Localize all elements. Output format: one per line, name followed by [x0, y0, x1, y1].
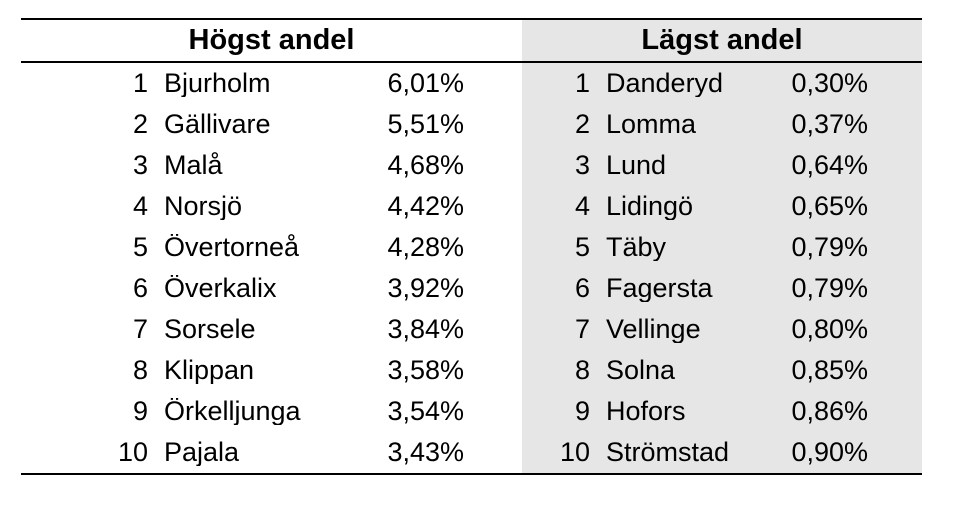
table-row: 4 Lidingö 0,65%	[522, 186, 922, 227]
rank-cell: 4	[574, 191, 590, 221]
table-row: 1 Danderyd 0,30%	[522, 63, 922, 104]
rank-cell: 4	[132, 191, 148, 221]
table-row: 2 Gällivare 5,51%	[21, 104, 522, 145]
table-row: 3 Lund 0,64%	[522, 145, 922, 186]
rank-cell: 3	[132, 150, 148, 180]
municipality-cell: Danderyd	[606, 70, 724, 97]
rank-cell: 6	[574, 273, 590, 303]
value-cell: 0,90%	[791, 437, 868, 467]
value-cell: 0,64%	[791, 150, 868, 180]
table-header-row: Högst andel Lägst andel	[21, 20, 922, 63]
rank-cell: 8	[132, 355, 148, 385]
municipality-cell: Lomma	[606, 111, 697, 138]
table-body: 1 Bjurholm 6,01% 2 Gällivare 5,51% 3 Mal…	[21, 63, 922, 473]
table-row: 10 Pajala 3,43%	[21, 432, 522, 473]
value-cell: 0,30%	[791, 68, 868, 98]
municipality-cell: Sorsele	[164, 316, 256, 343]
rank-cell: 7	[574, 314, 590, 344]
value-cell: 4,28%	[387, 232, 464, 262]
table-row: 9 Hofors 0,86%	[522, 391, 922, 432]
municipality-cell: Gällivare	[164, 111, 271, 138]
lowest-share-column: 1 Danderyd 0,30% 2 Lomma 0,37% 3 Lund 0,…	[522, 63, 922, 473]
value-cell: 0,37%	[791, 109, 868, 139]
municipality-cell: Övertorneå	[164, 234, 300, 261]
municipality-cell: Fagersta	[606, 275, 713, 302]
table-row: 2 Lomma 0,37%	[522, 104, 922, 145]
value-cell: 4,42%	[387, 191, 464, 221]
table-row: 5 Övertorneå 4,28%	[21, 227, 522, 268]
rank-cell: 1	[574, 68, 590, 98]
table-row: 4 Norsjö 4,42%	[21, 186, 522, 227]
table-row: 7 Sorsele 3,84%	[21, 309, 522, 350]
value-cell: 3,92%	[387, 273, 464, 303]
rank-cell: 5	[574, 232, 590, 262]
rank-cell: 3	[574, 150, 590, 180]
value-cell: 0,86%	[791, 396, 868, 426]
value-cell: 3,54%	[387, 396, 464, 426]
rank-cell: 1	[132, 68, 148, 98]
lowest-share-header: Lägst andel	[522, 20, 922, 61]
municipality-cell: Täby	[606, 234, 667, 261]
municipality-cell: Vellinge	[606, 316, 701, 343]
value-cell: 4,68%	[387, 150, 464, 180]
rank-cell: 6	[132, 273, 148, 303]
municipality-cell: Lund	[606, 152, 667, 179]
rank-cell: 9	[132, 396, 148, 426]
rank-cell: 5	[132, 232, 148, 262]
table-row: 3 Malå 4,68%	[21, 145, 522, 186]
municipality-cell: Örkelljunga	[164, 398, 301, 425]
value-cell: 3,43%	[387, 437, 464, 467]
municipality-cell: Malå	[164, 152, 223, 179]
rank-cell: 2	[574, 109, 590, 139]
municipality-cell: Solna	[606, 357, 676, 384]
table-row: 9 Örkelljunga 3,54%	[21, 391, 522, 432]
table-row: 7 Vellinge 0,80%	[522, 309, 922, 350]
table-row: 8 Klippan 3,58%	[21, 350, 522, 391]
table-row: 6 Överkalix 3,92%	[21, 268, 522, 309]
value-cell: 0,79%	[791, 232, 868, 262]
municipality-cell: Överkalix	[164, 275, 277, 302]
municipality-cell: Hofors	[606, 398, 686, 425]
municipality-cell: Lidingö	[606, 193, 694, 220]
rank-cell: 8	[574, 355, 590, 385]
value-cell: 3,84%	[387, 314, 464, 344]
municipality-cell: Strömstad	[606, 439, 730, 466]
highest-share-header: Högst andel	[188, 24, 355, 56]
table-row: 10 Strömstad 0,90%	[522, 432, 922, 473]
rank-cell: 7	[132, 314, 148, 344]
value-cell: 0,85%	[791, 355, 868, 385]
rank-cell: 10	[559, 437, 590, 467]
value-cell: 6,01%	[387, 68, 464, 98]
municipality-cell: Norsjö	[164, 193, 243, 220]
value-cell: 5,51%	[387, 109, 464, 139]
value-cell: 0,80%	[791, 314, 868, 344]
rank-cell: 10	[117, 437, 148, 467]
ranking-table: Högst andel Lägst andel 1 Bjurholm 6,01%…	[21, 18, 922, 475]
municipality-cell: Klippan	[164, 357, 255, 384]
value-cell: 0,79%	[791, 273, 868, 303]
municipality-cell: Bjurholm	[164, 70, 271, 97]
highest-share-column: 1 Bjurholm 6,01% 2 Gällivare 5,51% 3 Mal…	[21, 63, 522, 473]
value-cell: 0,65%	[791, 191, 868, 221]
table-row: 5 Täby 0,79%	[522, 227, 922, 268]
table-row: 8 Solna 0,85%	[522, 350, 922, 391]
municipality-cell: Pajala	[164, 439, 240, 466]
table-row: 1 Bjurholm 6,01%	[21, 63, 522, 104]
rank-cell: 2	[132, 109, 148, 139]
value-cell: 3,58%	[387, 355, 464, 385]
rank-cell: 9	[574, 396, 590, 426]
table-row: 6 Fagersta 0,79%	[522, 268, 922, 309]
